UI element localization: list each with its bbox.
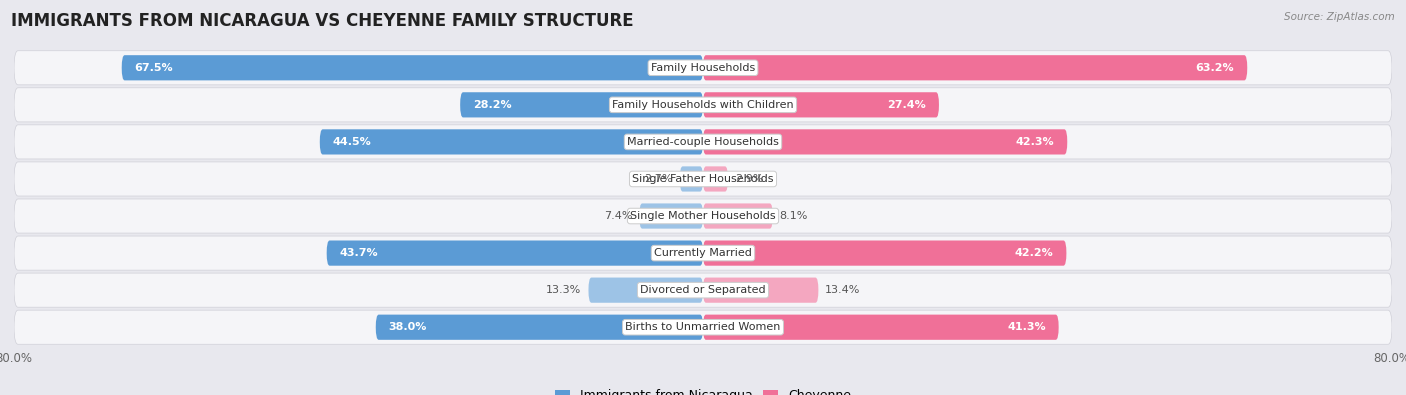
Text: Births to Unmarried Women: Births to Unmarried Women bbox=[626, 322, 780, 332]
Text: Currently Married: Currently Married bbox=[654, 248, 752, 258]
Text: 38.0%: 38.0% bbox=[388, 322, 427, 332]
Text: 13.3%: 13.3% bbox=[547, 285, 582, 295]
Text: 42.2%: 42.2% bbox=[1015, 248, 1053, 258]
FancyBboxPatch shape bbox=[703, 314, 1059, 340]
Text: Family Households with Children: Family Households with Children bbox=[612, 100, 794, 110]
FancyBboxPatch shape bbox=[703, 278, 818, 303]
Text: IMMIGRANTS FROM NICARAGUA VS CHEYENNE FAMILY STRUCTURE: IMMIGRANTS FROM NICARAGUA VS CHEYENNE FA… bbox=[11, 12, 634, 30]
FancyBboxPatch shape bbox=[703, 203, 773, 229]
FancyBboxPatch shape bbox=[703, 129, 1067, 154]
Text: 2.7%: 2.7% bbox=[644, 174, 673, 184]
FancyBboxPatch shape bbox=[14, 162, 1392, 196]
FancyBboxPatch shape bbox=[703, 92, 939, 117]
FancyBboxPatch shape bbox=[14, 236, 1392, 270]
Text: 43.7%: 43.7% bbox=[340, 248, 378, 258]
Text: Source: ZipAtlas.com: Source: ZipAtlas.com bbox=[1284, 12, 1395, 22]
Text: Family Households: Family Households bbox=[651, 63, 755, 73]
Text: 44.5%: 44.5% bbox=[333, 137, 371, 147]
FancyBboxPatch shape bbox=[703, 55, 1247, 81]
Text: Single Father Households: Single Father Households bbox=[633, 174, 773, 184]
Text: Divorced or Separated: Divorced or Separated bbox=[640, 285, 766, 295]
Text: 7.4%: 7.4% bbox=[605, 211, 633, 221]
Text: 41.3%: 41.3% bbox=[1007, 322, 1046, 332]
Text: 67.5%: 67.5% bbox=[135, 63, 173, 73]
FancyBboxPatch shape bbox=[319, 129, 703, 154]
Text: 63.2%: 63.2% bbox=[1195, 63, 1234, 73]
FancyBboxPatch shape bbox=[14, 88, 1392, 122]
Text: 8.1%: 8.1% bbox=[780, 211, 808, 221]
Text: 13.4%: 13.4% bbox=[825, 285, 860, 295]
FancyBboxPatch shape bbox=[679, 166, 703, 192]
FancyBboxPatch shape bbox=[14, 273, 1392, 307]
Text: 27.4%: 27.4% bbox=[887, 100, 927, 110]
Text: 42.3%: 42.3% bbox=[1015, 137, 1054, 147]
Text: Single Mother Households: Single Mother Households bbox=[630, 211, 776, 221]
Text: 28.2%: 28.2% bbox=[472, 100, 512, 110]
FancyBboxPatch shape bbox=[703, 241, 1066, 266]
Legend: Immigrants from Nicaragua, Cheyenne: Immigrants from Nicaragua, Cheyenne bbox=[550, 384, 856, 395]
FancyBboxPatch shape bbox=[14, 125, 1392, 159]
FancyBboxPatch shape bbox=[589, 278, 703, 303]
FancyBboxPatch shape bbox=[460, 92, 703, 117]
FancyBboxPatch shape bbox=[640, 203, 703, 229]
FancyBboxPatch shape bbox=[14, 51, 1392, 85]
FancyBboxPatch shape bbox=[326, 241, 703, 266]
FancyBboxPatch shape bbox=[14, 199, 1392, 233]
FancyBboxPatch shape bbox=[375, 314, 703, 340]
FancyBboxPatch shape bbox=[14, 310, 1392, 344]
Text: Married-couple Households: Married-couple Households bbox=[627, 137, 779, 147]
Text: 2.9%: 2.9% bbox=[735, 174, 763, 184]
FancyBboxPatch shape bbox=[703, 166, 728, 192]
FancyBboxPatch shape bbox=[122, 55, 703, 81]
